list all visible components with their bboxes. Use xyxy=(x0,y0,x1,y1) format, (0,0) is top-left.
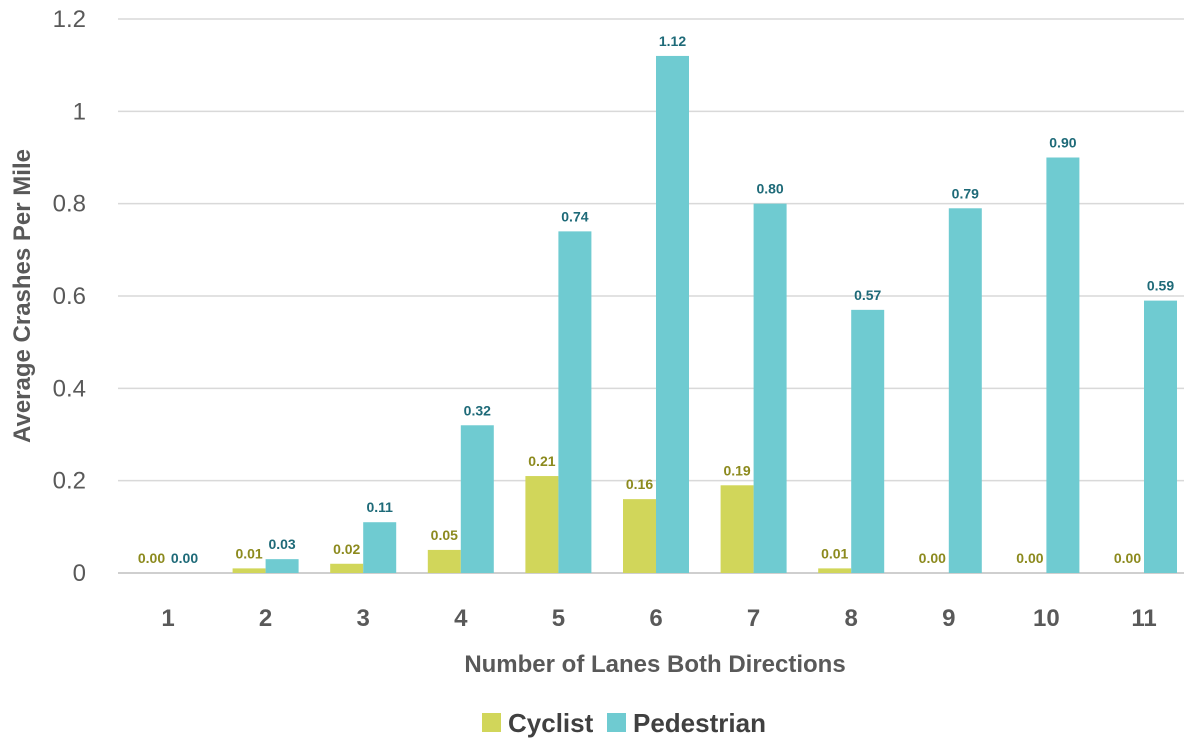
bar-pedestrian-4 xyxy=(460,425,494,573)
x-tick-label: 4 xyxy=(454,605,468,632)
bar-pedestrian-3 xyxy=(363,522,397,573)
data-label-pedestrian-6: 1.12 xyxy=(659,33,686,49)
data-label-pedestrian-10: 0.90 xyxy=(1049,135,1076,151)
x-tick-label: 9 xyxy=(942,605,955,632)
bar-cyclist-3 xyxy=(330,563,364,573)
y-tick-label: 1.2 xyxy=(53,6,86,33)
data-label-pedestrian-9: 0.79 xyxy=(952,185,979,201)
data-label-pedestrian-7: 0.80 xyxy=(756,181,783,197)
data-label-cyclist-4: 0.05 xyxy=(431,527,458,543)
data-labels: 0.00 0.00 0.01 0.03 0.02 0.11 0.05 0.32 0.21 0.74… xyxy=(138,33,1174,566)
x-tick-label: 2 xyxy=(259,605,272,632)
bar-pedestrian-8 xyxy=(851,309,885,573)
data-label-pedestrian-5: 0.74 xyxy=(561,208,588,224)
x-tick-label: 5 xyxy=(552,605,565,632)
data-label-pedestrian-11: 0.59 xyxy=(1147,278,1174,294)
data-label-cyclist-10: 0.00 xyxy=(1016,550,1043,566)
bar-pedestrian-6 xyxy=(656,55,689,573)
bar-cyclist-2 xyxy=(232,568,266,573)
x-tick-label: 3 xyxy=(357,605,370,632)
y-tick-label: 0.4 xyxy=(53,375,86,402)
legend-label-cyclist: Cyclist xyxy=(508,708,594,738)
gridlines xyxy=(118,18,1184,574)
data-label-cyclist-8: 0.01 xyxy=(821,545,848,561)
x-axis-ticks: 1 2 3 4 5 6 7 8 9 10 11 xyxy=(161,605,1156,632)
legend: Cyclist Pedestrian xyxy=(482,708,766,738)
legend-swatch-pedestrian xyxy=(607,713,626,732)
bar-pedestrian-11 xyxy=(1144,300,1177,573)
bar-cyclist-5 xyxy=(525,476,559,573)
y-tick-label: 0 xyxy=(73,560,86,587)
bar-pedestrian-2 xyxy=(265,559,299,573)
legend-swatch-cyclist xyxy=(482,713,501,732)
data-label-pedestrian-4: 0.32 xyxy=(464,402,491,418)
data-label-cyclist-6: 0.16 xyxy=(626,476,653,492)
bar-pedestrian-10 xyxy=(1046,157,1080,573)
x-tick-label: 10 xyxy=(1033,605,1060,632)
data-label-pedestrian-8: 0.57 xyxy=(854,287,881,303)
bar-cyclist-4 xyxy=(427,549,461,573)
data-label-cyclist-7: 0.19 xyxy=(723,462,750,478)
x-tick-label: 7 xyxy=(747,605,760,632)
bar-cyclist-8 xyxy=(818,568,852,573)
data-label-pedestrian-2: 0.03 xyxy=(268,536,295,552)
bar-cyclist-6 xyxy=(623,499,656,573)
bar-cyclist-7 xyxy=(720,485,754,573)
y-tick-label: 0.2 xyxy=(53,468,86,495)
y-axis-ticks: 0 0.2 0.4 0.6 0.8 1 1.2 xyxy=(53,6,86,587)
data-label-cyclist-5: 0.21 xyxy=(528,453,555,469)
data-label-cyclist-1: 0.00 xyxy=(138,550,165,566)
data-label-cyclist-11: 0.00 xyxy=(1114,550,1141,566)
data-label-pedestrian-3: 0.11 xyxy=(366,499,393,515)
y-tick-label: 1 xyxy=(73,98,86,125)
y-tick-label: 0.8 xyxy=(53,191,86,218)
x-tick-label: 11 xyxy=(1131,605,1156,632)
legend-label-pedestrian: Pedestrian xyxy=(633,708,766,738)
x-tick-label: 8 xyxy=(845,605,858,632)
bar-pedestrian-7 xyxy=(753,203,787,573)
x-tick-label: 1 xyxy=(161,605,174,632)
y-tick-label: 0.6 xyxy=(53,283,86,310)
bar-pedestrian-5 xyxy=(558,231,592,573)
data-label-pedestrian-1: 0.00 xyxy=(171,550,198,566)
bar-pedestrian-9 xyxy=(948,208,982,574)
data-label-cyclist-2: 0.01 xyxy=(235,545,262,561)
bars xyxy=(232,55,1177,574)
data-label-cyclist-9: 0.00 xyxy=(919,550,946,566)
y-axis-title: Average Crashes Per Mile xyxy=(9,149,36,443)
x-tick-label: 6 xyxy=(649,605,662,632)
data-label-cyclist-3: 0.02 xyxy=(333,541,360,557)
x-axis-title: Number of Lanes Both Directions xyxy=(464,651,845,678)
